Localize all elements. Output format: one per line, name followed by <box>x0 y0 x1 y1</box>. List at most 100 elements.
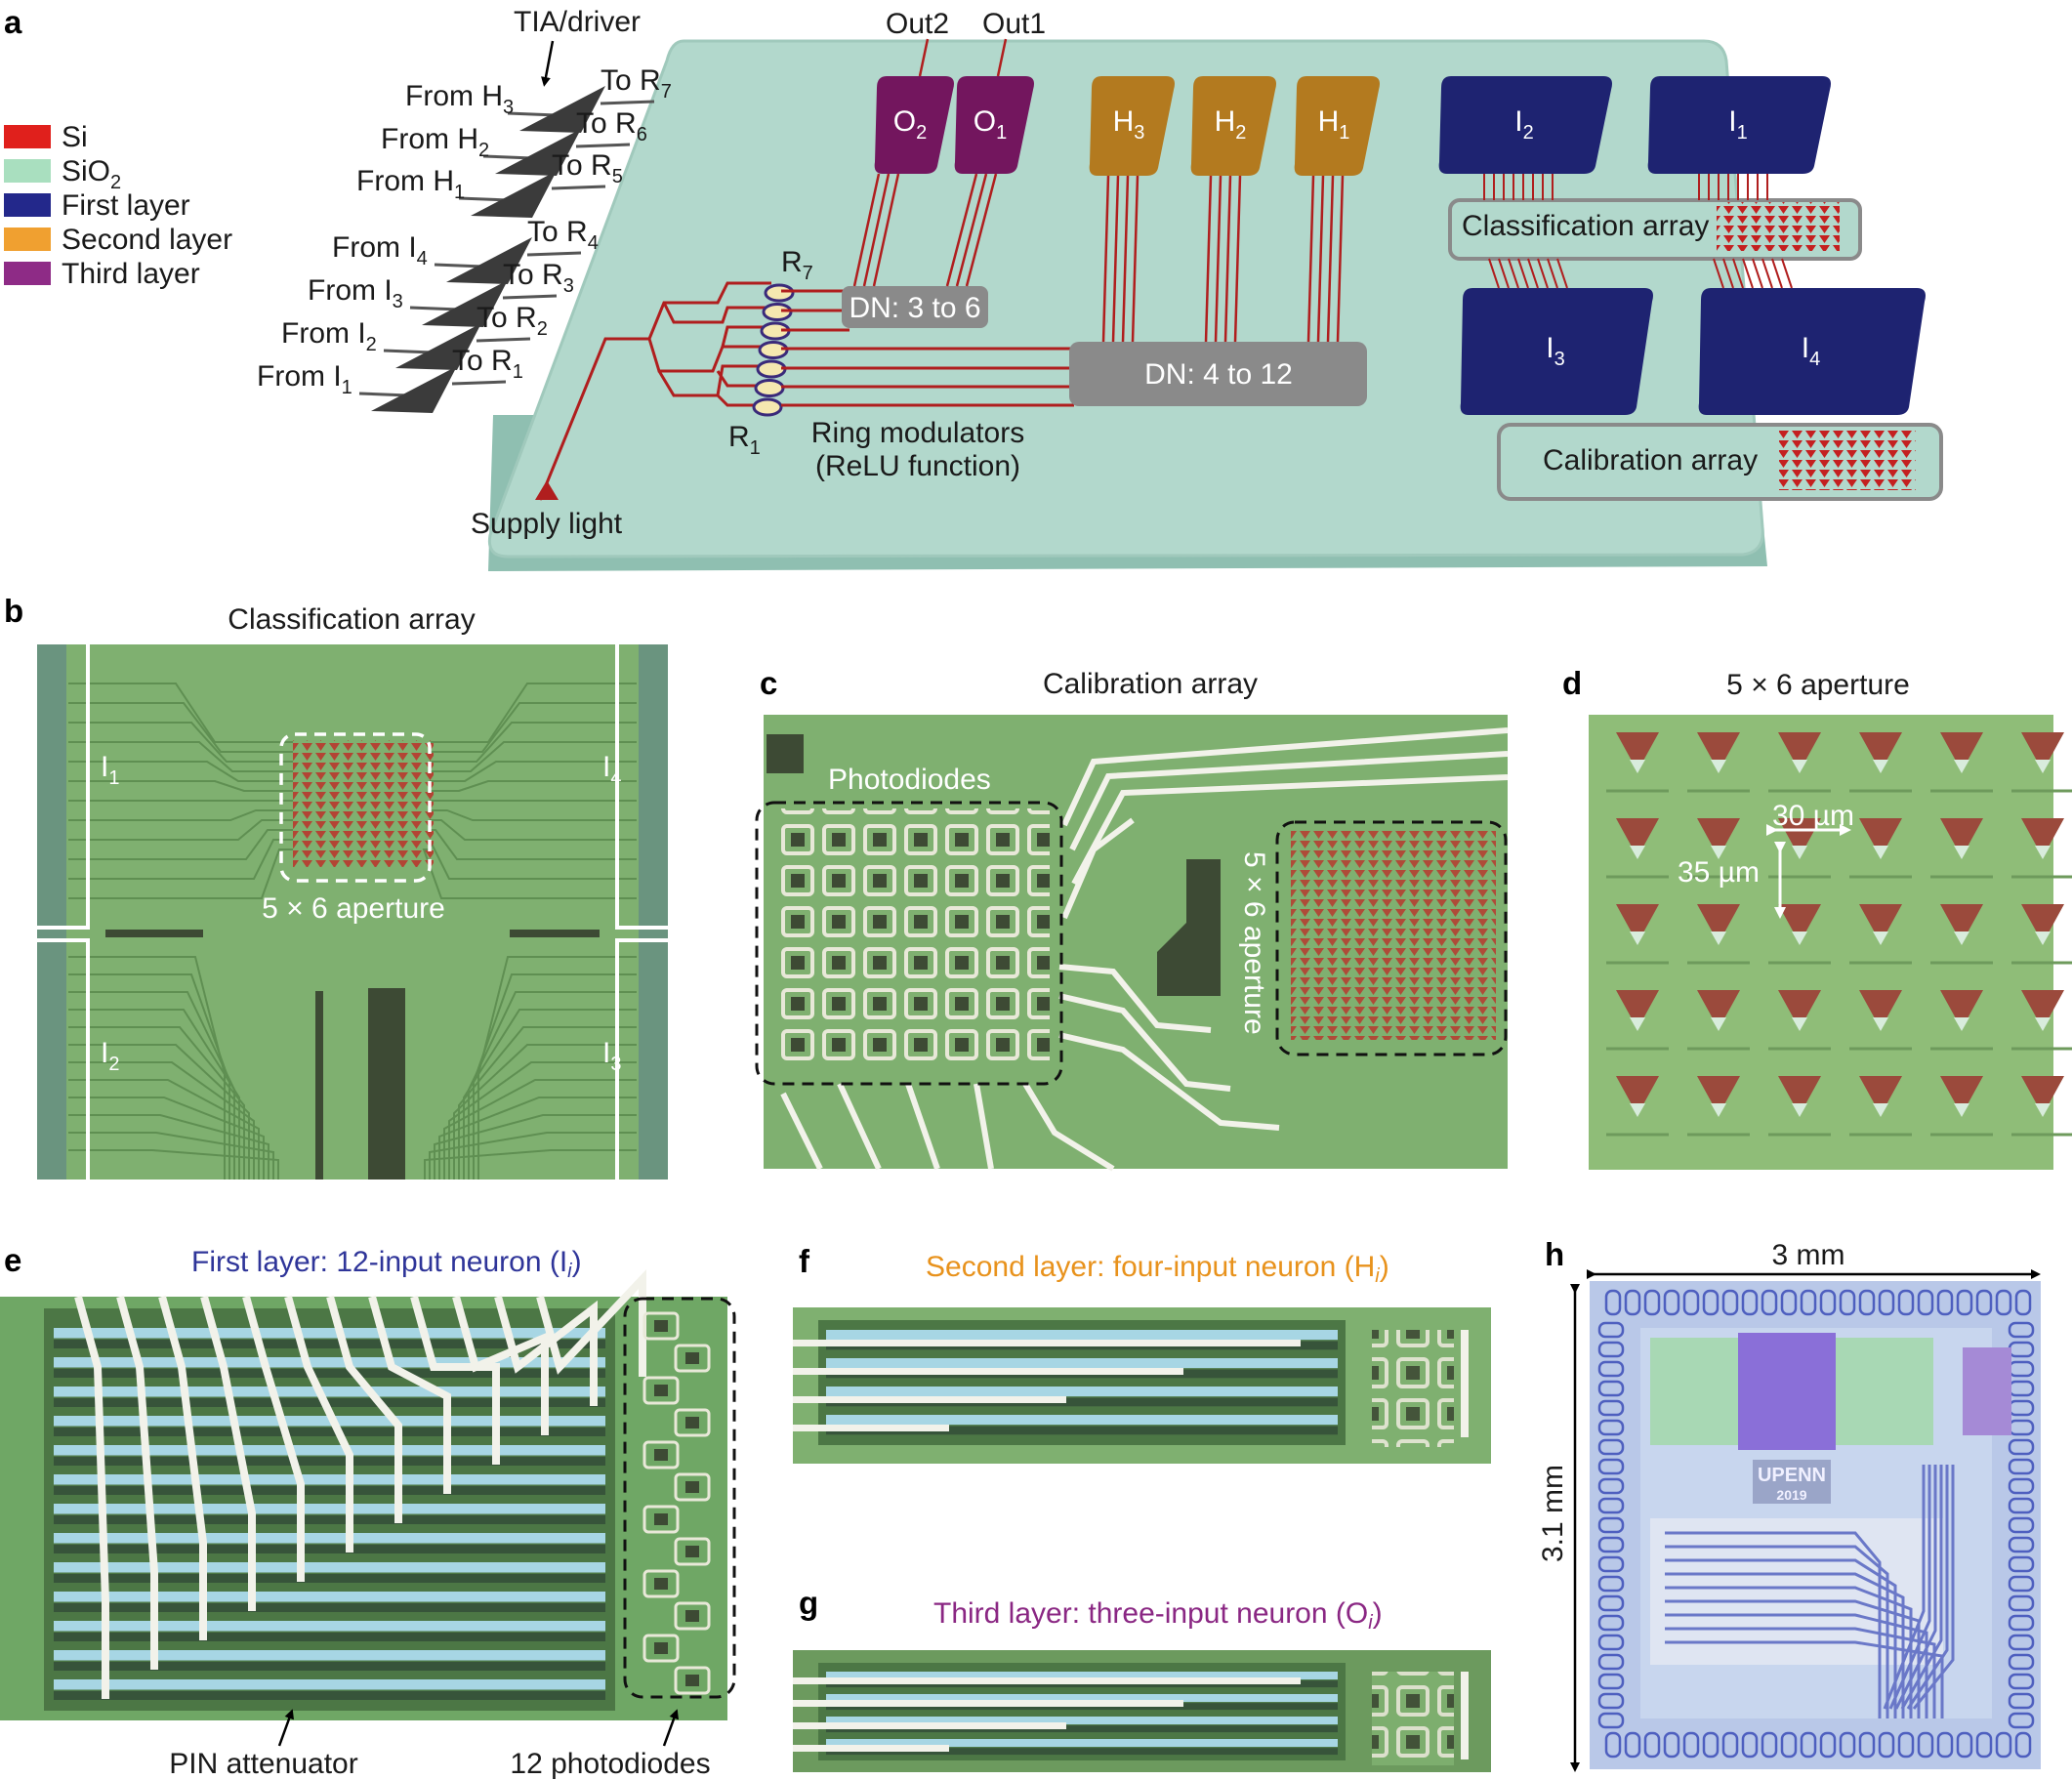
panel-g-title: Third layer: three-input neuron (Oi) <box>933 1597 1383 1634</box>
attenuator-doping <box>54 1486 605 1495</box>
emitter-tip <box>1792 931 1807 945</box>
contact-wire <box>242 1295 305 1582</box>
panel-b-right-pads <box>639 644 668 1180</box>
bond-pad <box>1702 1731 1720 1759</box>
panel-letter-g: g <box>799 1585 818 1621</box>
driver-amplifier-icon <box>395 323 481 370</box>
out2-label: Out2 <box>886 8 949 40</box>
attenuator-doping <box>826 1748 1338 1756</box>
attenuator-waveguide <box>826 1717 1338 1725</box>
bond-pad <box>2008 1438 2035 1456</box>
photodiode <box>642 1634 680 1663</box>
driver-output-line <box>526 251 582 257</box>
bond-pad <box>1597 1419 1625 1436</box>
third-layer-block <box>954 76 1034 174</box>
ring-modulators-line2: (ReLU function) <box>815 450 1020 482</box>
bond-pad <box>2008 1497 2035 1514</box>
panel-b-trace <box>430 780 637 792</box>
classification-wires <box>1483 174 1793 289</box>
emitter-tip <box>1792 846 1807 859</box>
panel-e-pd-label: 12 photodiodes <box>510 1748 710 1780</box>
panel-b-trace <box>430 683 637 743</box>
contact-wire <box>410 1295 500 1465</box>
panel-b-left-feed <box>105 930 203 937</box>
photodiode-core <box>654 1449 668 1461</box>
panel-b: b Classification array 5 × 6 aperture I1… <box>4 593 668 1180</box>
panel-b-trace <box>68 809 293 821</box>
panel-b-trace <box>68 702 293 753</box>
bond-pad <box>1597 1575 1625 1593</box>
emitter-triangle <box>1778 1076 1821 1115</box>
attenuator-waveguide <box>54 1650 605 1661</box>
routing-trace <box>1894 1465 1937 1710</box>
panel-b-trace <box>458 1026 637 1180</box>
legend-swatch <box>4 159 51 183</box>
panel-b-aperture-box <box>279 732 432 883</box>
bond-pad <box>1604 1289 1622 1316</box>
driver-amplifier-icon <box>471 171 557 218</box>
emitter-triangle <box>1616 732 1659 771</box>
driver-amplifier-icon <box>422 280 508 327</box>
driver-input-line <box>409 306 460 311</box>
bond-pad <box>1917 1731 1934 1759</box>
contact-wire <box>536 1268 646 1377</box>
panel-b-trace <box>430 741 637 772</box>
attenuator-waveguide <box>826 1672 1338 1680</box>
calibration-array-emitters <box>1779 430 1916 490</box>
bond-pad <box>2014 1731 2032 1759</box>
bond-pad <box>1702 1289 1720 1316</box>
emitter-tip <box>1711 846 1726 859</box>
bond-pad <box>2008 1653 2035 1671</box>
bond-pad <box>1741 1731 1759 1759</box>
bond-pad <box>1761 1289 1778 1316</box>
attenuator-waveguide <box>54 1328 605 1339</box>
bond-pad <box>1597 1380 1625 1397</box>
bond-pad <box>2008 1458 2035 1475</box>
bond-pad <box>1878 1289 1895 1316</box>
contact-wire <box>494 1295 598 1406</box>
panel-b-trace <box>430 761 637 782</box>
first-layer-block <box>1647 76 1831 174</box>
bond-pad <box>1917 1289 1934 1316</box>
emitter-tip <box>1792 1103 1807 1117</box>
legend-swatch <box>4 228 51 251</box>
tia-drivers: From H3 To R7 From H2 To R6 From H1 To R5 From… <box>257 64 672 413</box>
photodiode-core <box>685 1417 699 1428</box>
first-layer-block-label: I4 <box>1802 332 1820 370</box>
emitter-triangle <box>1940 990 1983 1029</box>
bond-pad <box>1858 1731 1876 1759</box>
ring-modulator <box>752 397 783 417</box>
photodiode-core <box>685 1675 699 1686</box>
bond-pad <box>1643 1731 1661 1759</box>
routing-trace <box>1665 1613 1928 1718</box>
bond-pad <box>1597 1341 1625 1358</box>
bond-pad <box>1597 1516 1625 1534</box>
bond-pad <box>1878 1731 1895 1759</box>
panel-b-trace <box>68 1149 279 1180</box>
driver-to-label: To R6 <box>576 107 647 145</box>
panel-h-routing <box>1665 1465 1955 1718</box>
emitter-tip <box>1954 760 1969 773</box>
panel-c-aperture-label: 5 × 6 aperture <box>1238 851 1270 1035</box>
panel-b-trace <box>68 956 226 1180</box>
routing-trace <box>1888 1465 1931 1710</box>
driver-from-label: From I1 <box>257 360 352 398</box>
bond-pad <box>1780 1289 1798 1316</box>
panel-g-photodiodes <box>1372 1672 1454 1765</box>
panel-b-right-feed <box>510 930 600 937</box>
panel-letter-h: h <box>1545 1236 1564 1272</box>
panel-c-corner-pad <box>767 734 804 773</box>
bond-pad <box>1839 1731 1856 1759</box>
photodiode <box>642 1311 680 1341</box>
out1-label: Out1 <box>982 8 1046 40</box>
panel-b-trace <box>430 722 637 763</box>
emitter-tip <box>1711 1017 1726 1031</box>
contact-wire <box>368 1295 451 1494</box>
panel-d-micrograph <box>1589 715 2053 1170</box>
legend-swatch <box>4 262 51 285</box>
attenuator-waveguide <box>54 1562 605 1573</box>
legend-label: Third layer <box>62 258 200 290</box>
first-layer-block-label: I1 <box>1728 105 1747 144</box>
routing-trace <box>1900 1465 1943 1710</box>
contact-wire <box>284 1295 353 1552</box>
